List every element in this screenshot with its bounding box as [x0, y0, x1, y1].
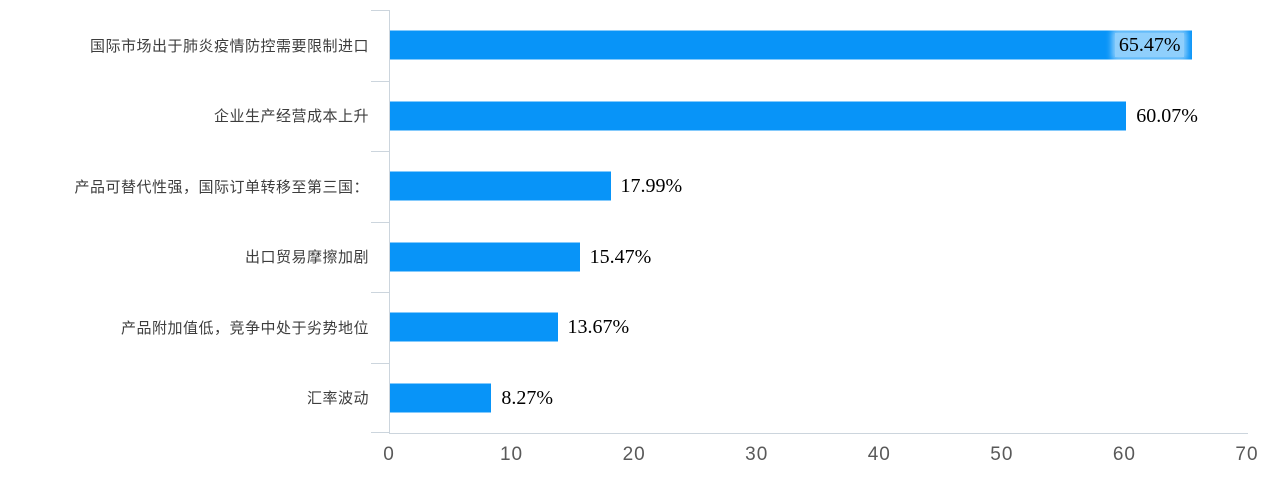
bar-row: 15.47% [390, 222, 1248, 293]
bar [390, 383, 492, 413]
x-tick-label: 30 [745, 444, 769, 465]
plot-area: 65.47% 60.07% 17.99% 15.47% 13.67% 8.27% [371, 10, 1248, 434]
x-tick-label: 50 [990, 444, 1014, 465]
category-label: 出口贸易摩擦加剧 [244, 249, 369, 267]
x-tick-label: 20 [622, 444, 646, 465]
value-label: 15.47% [589, 245, 652, 268]
value-label: 60.07% [1136, 104, 1198, 127]
category-label: 企业生产经营成本上升 [213, 108, 369, 126]
x-tick-label: 60 [1112, 444, 1136, 465]
y-axis-tick [371, 221, 390, 223]
y-axis-tick [371, 80, 390, 82]
y-axis-tick [371, 151, 390, 152]
x-tick-label: 10 [499, 444, 524, 465]
bar-row: 17.99% [390, 151, 1248, 222]
bar [390, 171, 611, 201]
x-tick-label: 0 [383, 444, 395, 465]
category-label: 产品可替代性强，国际订单转移至第三国： [74, 178, 369, 196]
y-axis-tick [371, 432, 390, 433]
bar-row: 8.27% [390, 363, 1248, 434]
bar-row: 65.47% [390, 10, 1248, 81]
y-axis-tick [371, 362, 390, 364]
category-label: 汇率波动 [306, 390, 369, 408]
value-label: 17.99% [620, 175, 683, 198]
bar [390, 312, 558, 342]
category-label: 国际市场出于肺炎疫情防控需要限制进口 [89, 37, 369, 55]
bar-row: 60.07% [390, 81, 1248, 152]
value-label: 13.67% [567, 316, 630, 339]
category-label: 产品附加值低，竞争中处于劣势地位 [120, 319, 369, 337]
bar-row: 13.67% [390, 292, 1248, 363]
category-axis: 国际市场出于肺炎疫情防控需要限制进口 企业生产经营成本上升 产品可替代性强，国际… [0, 10, 379, 433]
x-tick-label: 70 [1235, 444, 1259, 465]
x-axis: 0 10 20 30 40 50 60 70 [383, 441, 1257, 471]
y-axis-tick [371, 292, 390, 293]
value-label: 65.47% [1114, 33, 1185, 58]
bar [390, 101, 1127, 131]
bar [390, 30, 1193, 60]
x-tick-label: 40 [867, 444, 891, 465]
bar [390, 242, 580, 272]
y-axis-tick [371, 10, 390, 11]
value-label: 8.27% [501, 386, 554, 409]
